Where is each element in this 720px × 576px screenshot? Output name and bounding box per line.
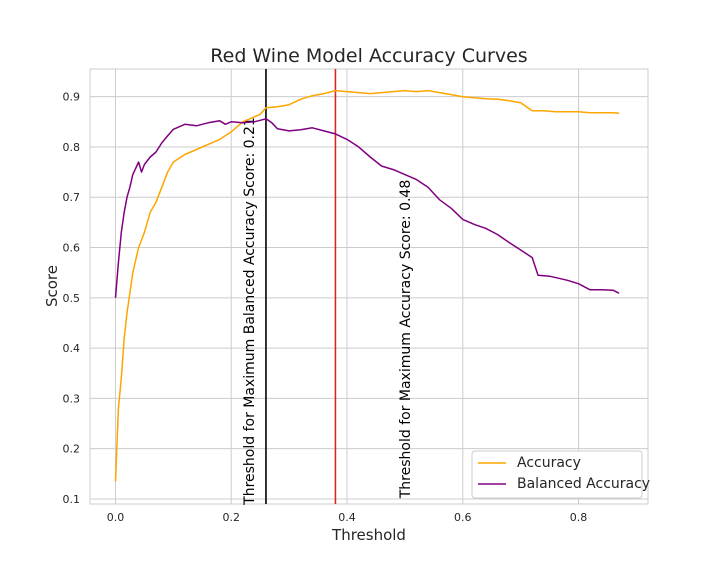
accuracy-series-line bbox=[114, 89, 620, 482]
y-axis-ticks: 0.1 0.2 0.3 0.4 0.5 0.6 0.7 0.8 0.9 bbox=[63, 91, 81, 506]
x-axis-ticks: 0.0 0.2 0.4 0.6 0.8 bbox=[107, 511, 588, 524]
y-tick-label: 0.1 bbox=[63, 493, 81, 506]
plot-frame bbox=[89, 68, 649, 505]
max-balanced-accuracy-annotation: Threshold for Maximum Balanced Accuracy … bbox=[242, 117, 258, 506]
y-tick-label: 0.3 bbox=[63, 392, 81, 405]
threshold-lines: Threshold for Maximum Balanced Accuracy … bbox=[242, 69, 414, 506]
chart-title: Red Wine Model Accuracy Curves bbox=[210, 45, 527, 67]
y-tick-label: 0.9 bbox=[63, 91, 81, 104]
y-tick-label: 0.4 bbox=[63, 342, 81, 355]
legend-label-balanced-accuracy: Balanced Accuracy bbox=[517, 476, 650, 492]
y-tick-label: 0.5 bbox=[63, 292, 81, 305]
balanced-accuracy-series-line bbox=[114, 118, 620, 298]
y-axis-label: Score bbox=[43, 265, 61, 307]
legend-label-accuracy: Accuracy bbox=[517, 455, 581, 471]
legend-box bbox=[471, 450, 643, 499]
max-accuracy-annotation: Threshold for Maximum Accuracy Score: 0.… bbox=[398, 180, 414, 500]
x-tick-label: 0.4 bbox=[338, 511, 356, 524]
series-lines bbox=[114, 89, 620, 482]
y-tick-label: 0.6 bbox=[63, 242, 81, 255]
y-tick-label: 0.7 bbox=[63, 191, 81, 204]
y-tick-label: 0.8 bbox=[63, 141, 81, 154]
y-tick-label: 0.2 bbox=[63, 443, 81, 456]
x-tick-label: 0.8 bbox=[570, 511, 588, 524]
x-axis-label: Threshold bbox=[331, 526, 406, 544]
x-tick-label: 0.0 bbox=[107, 511, 125, 524]
grid bbox=[90, 69, 648, 504]
x-tick-label: 0.6 bbox=[454, 511, 472, 524]
legend: Accuracy Balanced Accuracy bbox=[471, 450, 650, 499]
x-tick-label: 0.2 bbox=[222, 511, 240, 524]
